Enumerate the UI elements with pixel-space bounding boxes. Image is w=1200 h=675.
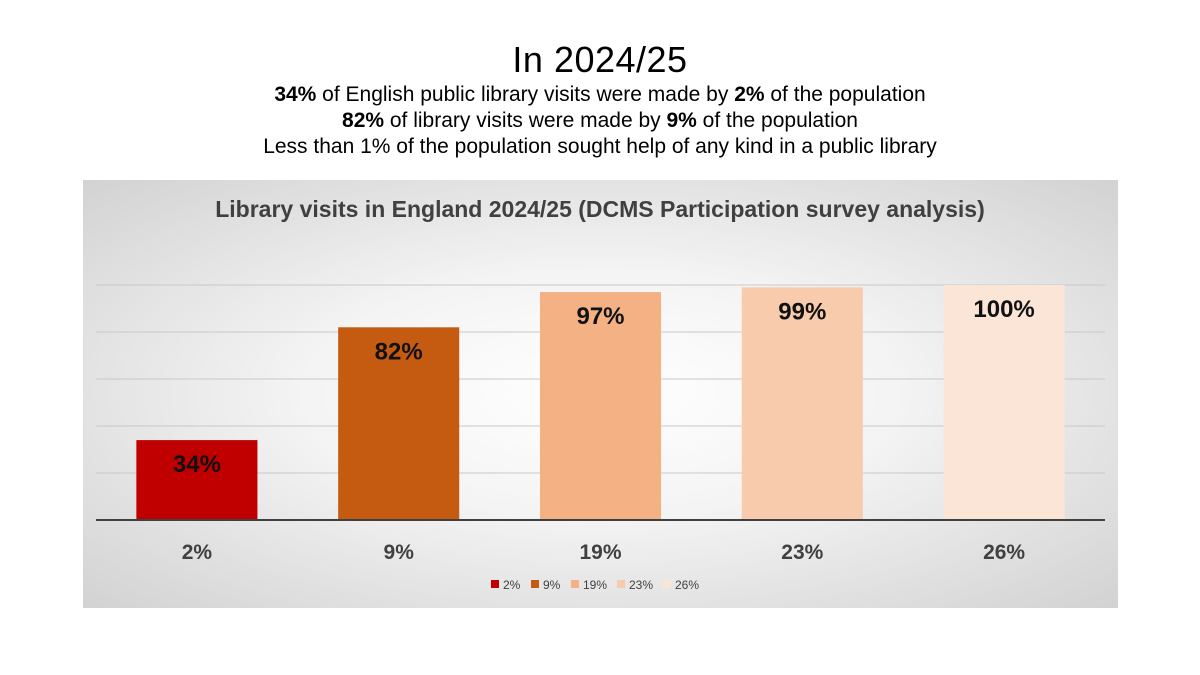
legend: 2% 9% 19% 23% 26% <box>491 578 699 592</box>
subtitle-line-3: Less than 1% of the population sought he… <box>0 134 1200 160</box>
x-tick-label: 9% <box>384 541 415 564</box>
stat-percent-visits-2: 82% <box>342 109 385 132</box>
legend-swatch <box>491 580 499 588</box>
slide-title: In 2024/25 <box>512 39 688 80</box>
stat-text-3: Less than 1% of the population sought he… <box>263 135 937 158</box>
slide-header: In 2024/25 34% of English public library… <box>0 38 1200 160</box>
bar-19% <box>539 292 662 520</box>
data-label: 97% <box>576 303 624 330</box>
x-tick-label: 2% <box>182 541 213 564</box>
stat-text-1-end: of the population <box>764 83 926 106</box>
stat-percent-population: 2% <box>734 83 765 106</box>
legend-label: 19% <box>583 578 607 592</box>
data-labels: 34% 82% 97% 99% 100% <box>173 296 1035 478</box>
legend-swatch <box>531 580 539 588</box>
chart-title: Library visits in England 2024/25 (DCMS … <box>215 196 985 222</box>
stat-text-2-end: of the population <box>696 109 858 132</box>
legend-swatch <box>617 580 625 588</box>
legend-swatch <box>571 580 579 588</box>
data-label: 82% <box>375 338 423 365</box>
subtitle-line-2: 82% of library visits were made by 9% of… <box>0 108 1200 134</box>
bar-9% <box>338 327 460 520</box>
legend-label: 23% <box>629 578 653 592</box>
x-tick-label: 23% <box>781 541 823 564</box>
data-label: 100% <box>973 296 1034 323</box>
bar-2% <box>136 440 258 520</box>
data-label: 99% <box>778 298 826 325</box>
stat-text-2: of library visits were made by <box>384 109 667 132</box>
chart-panel: Library visits in England 2024/25 (DCMS … <box>83 180 1118 608</box>
legend-label: 26% <box>675 578 699 592</box>
legend-label: 2% <box>503 578 521 592</box>
bar-23% <box>741 287 863 520</box>
legend-swatch <box>663 580 671 588</box>
bar-chart: Library visits in England 2024/25 (DCMS … <box>96 196 1105 592</box>
stat-text-1: of English public library visits were ma… <box>316 83 735 106</box>
x-tick-label: 19% <box>579 541 621 564</box>
legend-label: 9% <box>543 578 561 592</box>
x-axis-ticks: 2% 9% 19% 23% 26% <box>182 541 1026 564</box>
stat-percent-visits: 34% <box>274 83 317 106</box>
data-label: 34% <box>173 451 221 478</box>
bars <box>136 285 1065 520</box>
stat-percent-population-2: 9% <box>666 109 697 132</box>
x-tick-label: 26% <box>983 541 1025 564</box>
subtitle-line-1: 34% of English public library visits wer… <box>0 82 1200 108</box>
bar-26% <box>943 285 1065 520</box>
